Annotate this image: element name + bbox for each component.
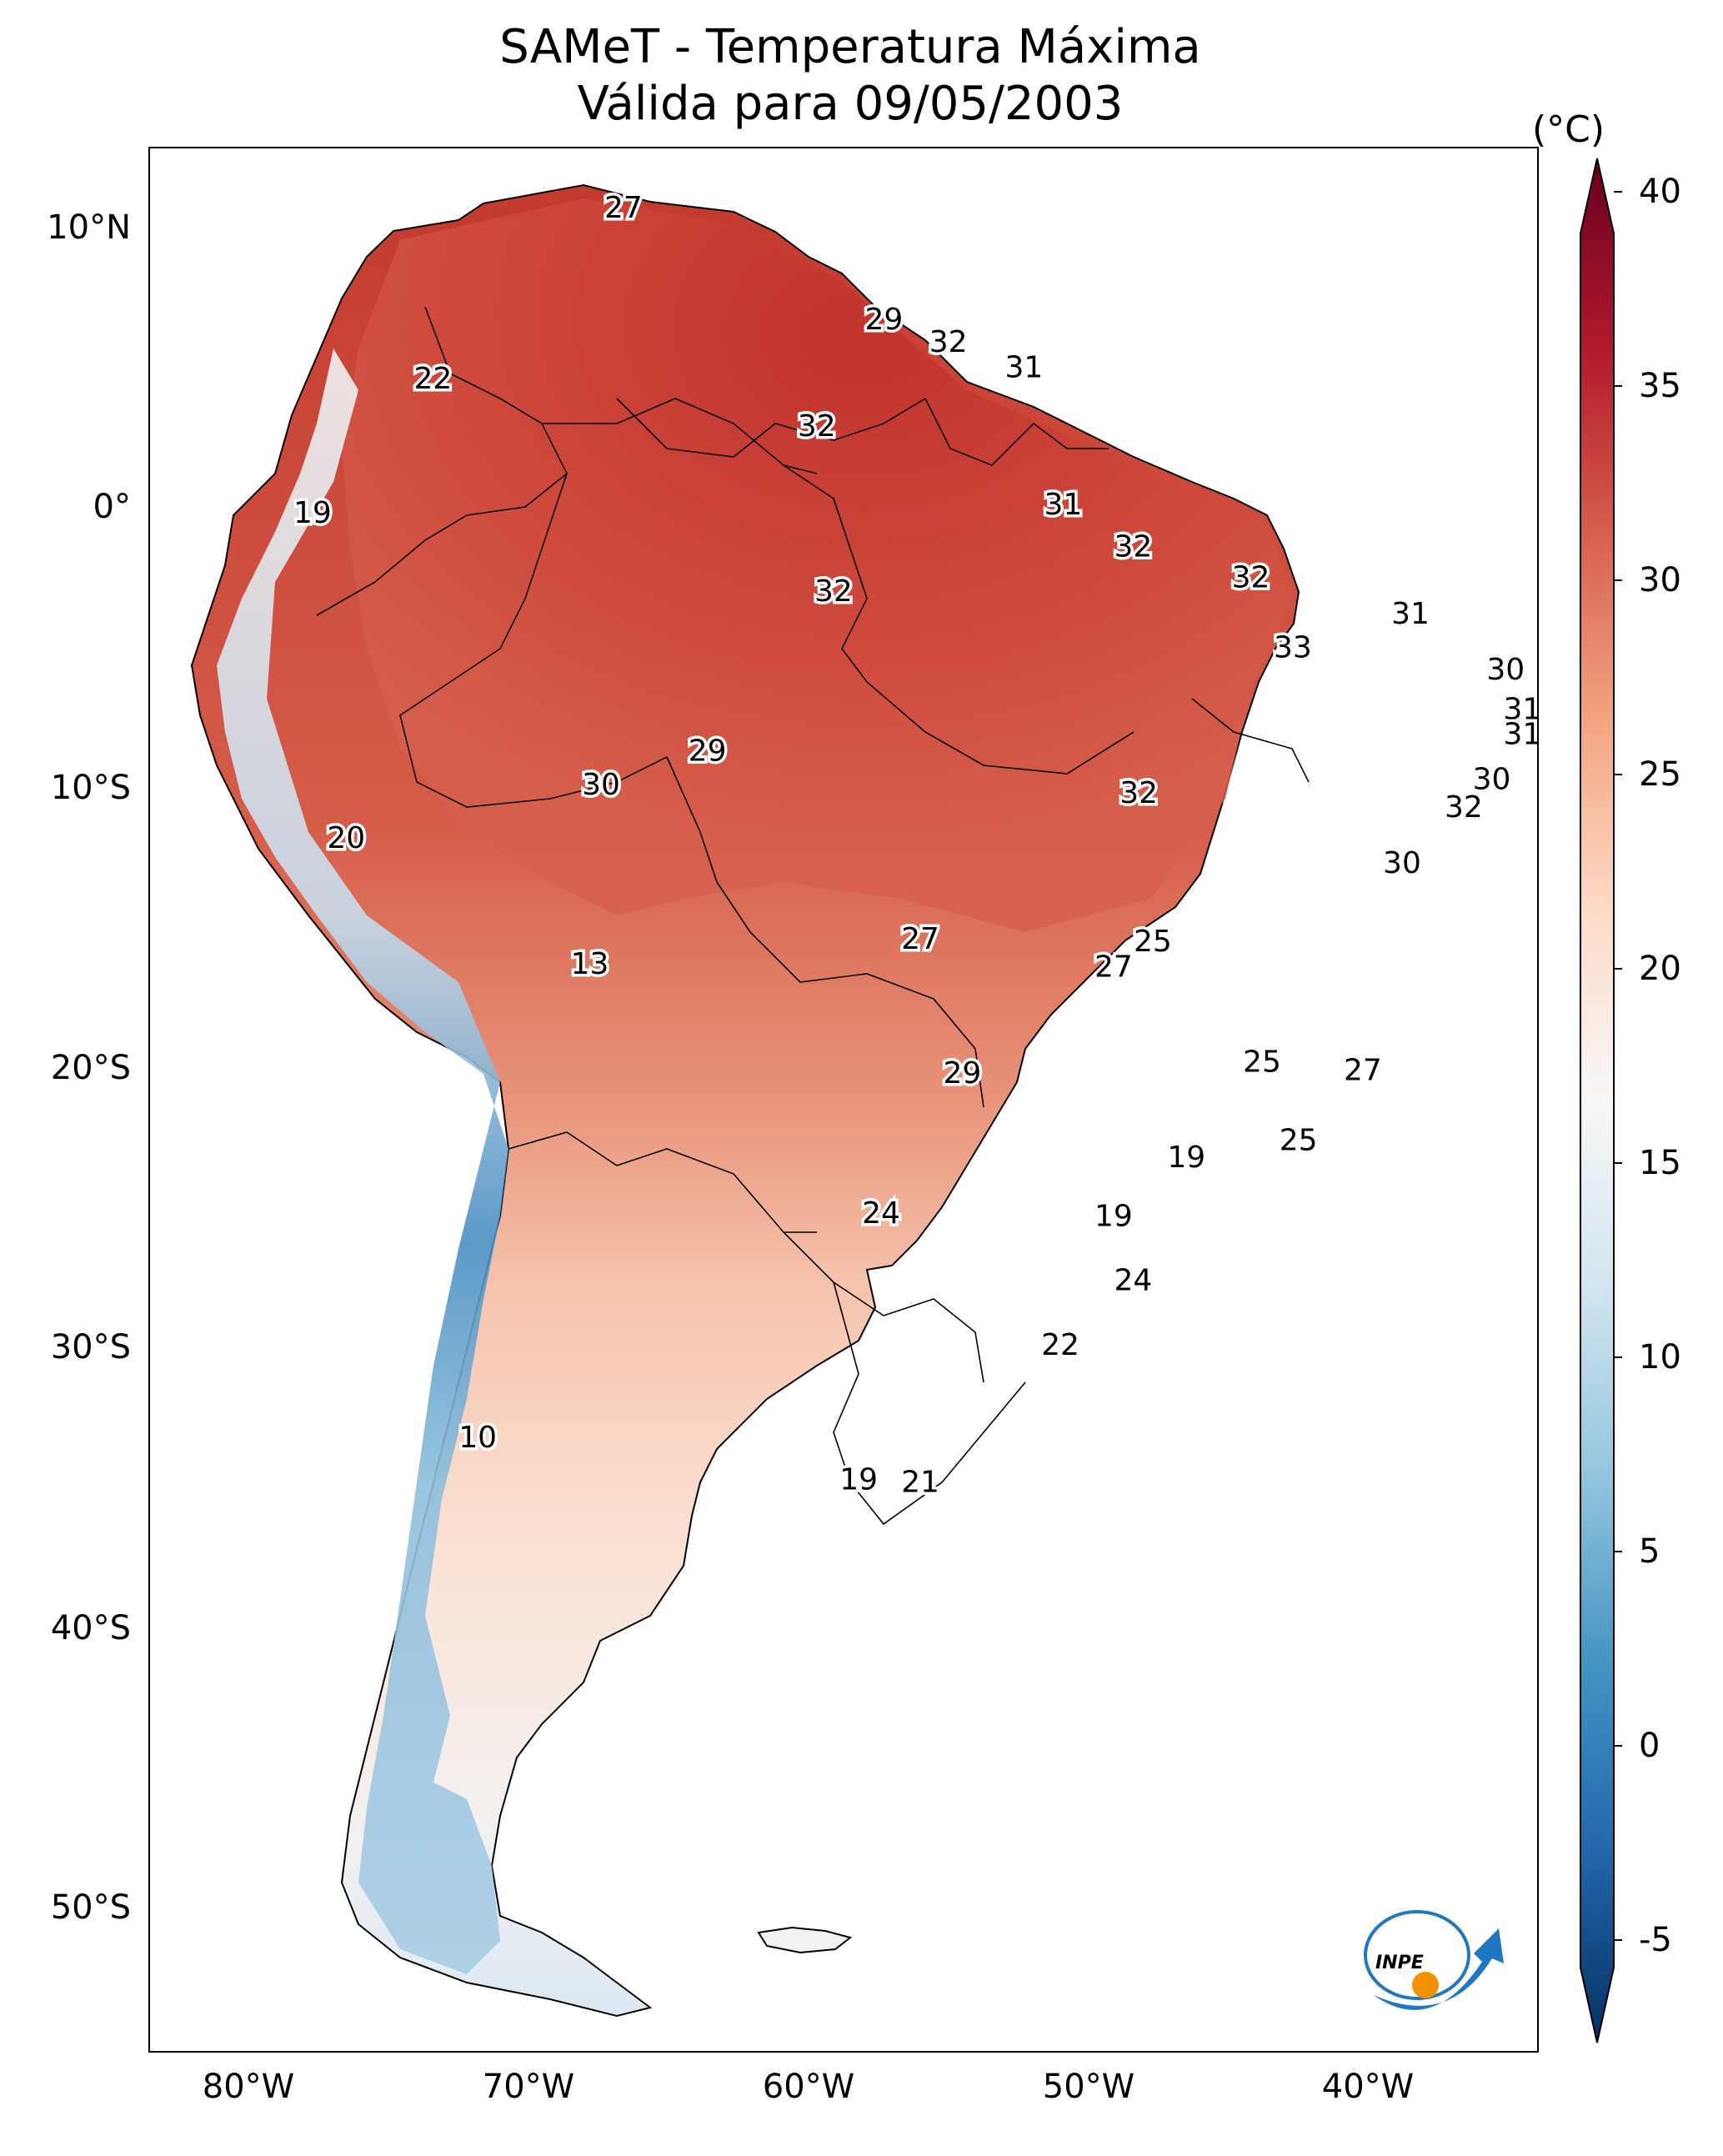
map-value-label: 27 — [1344, 1054, 1382, 1088]
country-borders — [316, 306, 1310, 1526]
map-value-label: 32 — [1445, 790, 1483, 825]
map-panel: 27 22 29 32 31 32 19 31 32 32 32 31 33 30 31 31 29 30 32 30… — [148, 147, 1539, 2053]
lon-label-70w: 70°W — [482, 2068, 575, 2106]
colorbar-tick-label: 0 — [1639, 1727, 1660, 1765]
map-value-label: 32 — [1232, 560, 1270, 594]
map-value-label: 29 — [864, 303, 903, 337]
map-value-label: 24 — [1114, 1264, 1152, 1298]
colorbar-tick-label: -5 — [1639, 1921, 1672, 1959]
northern-warm-region — [342, 198, 1292, 932]
map-value-label: 22 — [1041, 1328, 1079, 1362]
map-value-label: 33 — [1274, 630, 1312, 664]
map-value-label: 32 — [1119, 776, 1158, 810]
map-value-label: 19 — [839, 1462, 878, 1497]
logo-text: INPE — [1375, 1953, 1424, 1973]
colorbar-unit: (°C) — [1532, 108, 1605, 151]
colorbar-tick-label: 20 — [1639, 950, 1681, 988]
map-value-label: 25 — [1280, 1124, 1318, 1158]
lat-label-20s: 20°S — [50, 1049, 131, 1087]
map-value-label: 32 — [814, 574, 853, 609]
temperature-field — [190, 183, 1300, 2018]
map-value-label: 19 — [293, 496, 332, 530]
colorbar — [1580, 158, 1622, 2043]
map-value-label: 32 — [1114, 529, 1152, 564]
lon-label-50w: 50°W — [1042, 2068, 1135, 2106]
map-value-label: 32 — [929, 325, 968, 359]
lon-label-40w: 40°W — [1321, 2068, 1415, 2106]
map-value-label: 31 — [1504, 718, 1539, 752]
map-value-label: 30 — [1383, 846, 1421, 880]
map-value-label: 20 — [327, 821, 365, 855]
map-value-label: 31 — [1044, 488, 1082, 522]
colorbar-gradient — [1580, 158, 1615, 2043]
colorbar-tick-label: 35 — [1639, 367, 1681, 405]
map-value-label: 32 — [798, 409, 836, 444]
map-value-label: 30 — [1486, 653, 1525, 687]
map-value-label: 27 — [604, 191, 643, 225]
colorbar-tick-label: 15 — [1639, 1144, 1681, 1182]
colorbar-tick-label: 25 — [1639, 755, 1681, 794]
map-value-label: 31 — [1504, 692, 1539, 726]
map-value-label: 24 — [862, 1196, 900, 1231]
figure-title: SAMeT - Temperatura Máxima — [499, 20, 1201, 74]
lat-label-30s: 30°S — [50, 1328, 131, 1366]
colorbar-ticks — [1614, 191, 1622, 1941]
lat-label-10n: 10°N — [47, 208, 131, 247]
colorbar-tick-label: 40 — [1639, 173, 1681, 211]
map-value-label: 10 — [458, 1421, 497, 1455]
map-value-label: 31 — [1391, 597, 1430, 631]
map-value-label: 13 — [571, 947, 609, 981]
inpe-logo: INPE — [1364, 1910, 1504, 2010]
lat-label-40s: 40°S — [50, 1609, 131, 1647]
figure-subtitle: Válida para 09/05/2003 — [577, 77, 1124, 131]
colorbar-tick-label: 10 — [1639, 1338, 1681, 1376]
lon-label-60w: 60°W — [762, 2068, 855, 2106]
map-value-label: 21 — [901, 1466, 939, 1500]
map-value-label: 30 — [1473, 762, 1511, 796]
map-value-label: 27 — [1094, 950, 1133, 984]
colorbar-tick-label: 5 — [1639, 1532, 1660, 1571]
map-value-label: 25 — [1243, 1045, 1281, 1080]
map-value-label: 29 — [944, 1056, 982, 1091]
lat-label-0: 0° — [93, 488, 131, 526]
map-value-label: 19 — [1094, 1199, 1133, 1233]
falkland-islands — [757, 1926, 853, 1954]
logo-orbit-icon — [1364, 1910, 1470, 2000]
lat-label-50s: 50°S — [50, 1888, 131, 1927]
lon-label-80w: 80°W — [202, 2068, 295, 2106]
map-value-label: 31 — [1004, 350, 1043, 384]
map-value-label: 25 — [1134, 925, 1172, 959]
map-value-label: 29 — [689, 735, 727, 769]
colorbar-tick-label: 30 — [1639, 561, 1681, 599]
map-value-label: 27 — [901, 922, 939, 956]
lat-label-10s: 10°S — [50, 769, 131, 807]
logo-arrow-icon — [1374, 1928, 1504, 2010]
map-value-label: 30 — [582, 768, 620, 802]
logo-sun-icon — [1412, 1972, 1439, 1998]
map-value-label: 19 — [1167, 1141, 1205, 1175]
map-value-label: 22 — [413, 362, 452, 396]
